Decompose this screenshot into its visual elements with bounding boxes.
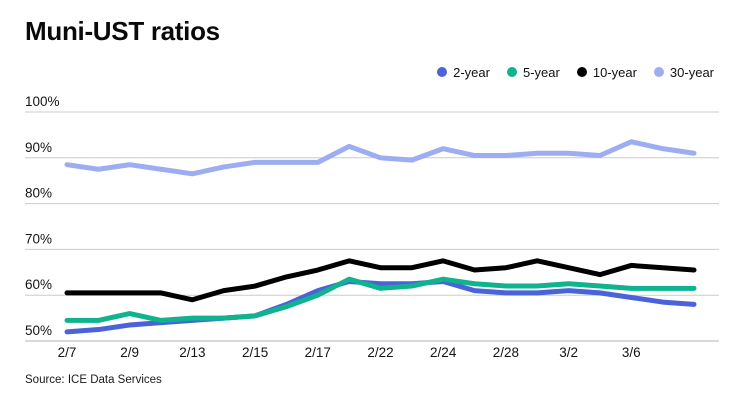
legend-label-30-year: 30-year [669,64,714,80]
legend-label-10-year: 10-year [592,64,637,80]
legend-dot-5-year-icon [506,67,517,77]
y-axis-label-80: 80% [25,186,52,201]
legend-dot-10-year-icon [576,67,587,77]
series-line-10-year [64,258,697,303]
legend-item-5-year: 5-year [506,64,560,80]
x-axis-label-3/2: 3/2 [559,345,578,360]
source-note: Source: ICE Data Services [25,374,162,386]
y-axis-label-70: 70% [25,231,52,246]
y-axis-label-100: 100% [25,94,60,109]
legend-item-30-year: 30-year [653,64,714,80]
y-axis-label-50: 50% [25,323,52,338]
chart-title: Muni-UST ratios [25,16,220,46]
x-axis-label-2/22: 2/22 [367,345,393,360]
legend: 2-year 5-year 10-year 30-year [437,64,714,80]
legend-dot-2-year-icon [437,67,448,77]
x-axis-label-2/13: 2/13 [179,345,205,360]
legend-item-2-year: 2-year [437,65,490,80]
x-axis-label-2/28: 2/28 [493,345,519,360]
x-axis-label-2/24: 2/24 [430,345,457,360]
series-line-5-year [64,276,697,323]
x-axis-label-2/17: 2/17 [305,345,331,360]
legend-item-10-year: 10-year [576,64,637,80]
x-axis-label-2/7: 2/7 [58,345,77,360]
legend-label-5-year: 5-year [522,64,560,80]
series-line-30-year [64,139,697,177]
legend-label-2-year: 2-year [453,64,490,80]
y-axis-label-90: 90% [25,140,52,155]
x-axis-label-2/15: 2/15 [242,345,268,360]
y-axis-label-60: 60% [25,277,52,292]
x-axis-label-2/9: 2/9 [120,345,139,360]
x-axis-label-3/6: 3/6 [622,345,641,360]
legend-dot-30-year-icon [653,67,664,77]
